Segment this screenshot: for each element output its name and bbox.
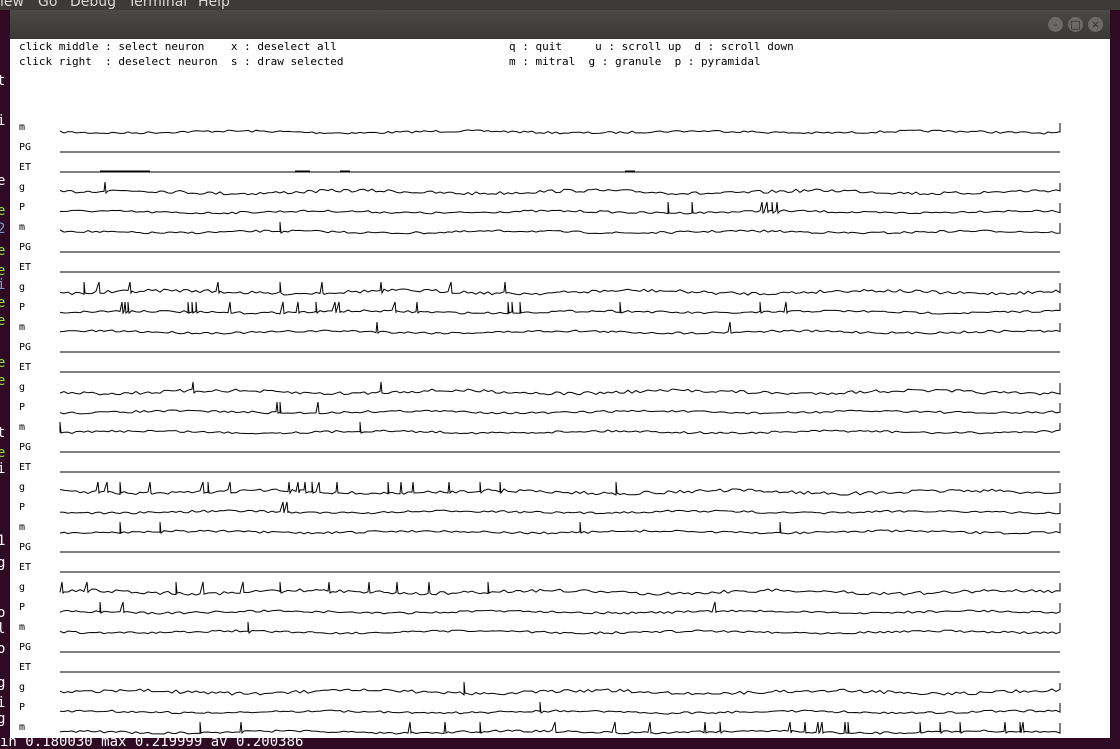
window-titlebar[interactable]: – □ ×: [10, 10, 1110, 39]
trace-label: g: [19, 582, 25, 593]
neuron-trace[interactable]: [59, 521, 1061, 535]
trace-label: PG: [19, 242, 31, 253]
background-terminal-char: t: [0, 425, 6, 441]
trace-label: m: [19, 722, 25, 733]
neuron-viewer-window: – □ × click middle : select neuron x : d…: [10, 10, 1110, 738]
neuron-trace[interactable]: [59, 123, 1061, 135]
background-terminal-char: e: [0, 203, 6, 219]
trace-label: P: [19, 402, 25, 413]
neuron-trace[interactable]: [59, 321, 1061, 335]
background-menu-item: Go: [38, 0, 58, 10]
background-terminal-char: i: [0, 695, 6, 711]
trace-label: P: [19, 602, 25, 613]
background-terminal-char: g: [0, 711, 6, 727]
maximize-button[interactable]: □: [1068, 17, 1083, 32]
neuron-trace[interactable]: [59, 721, 1061, 735]
neuron-trace[interactable]: [59, 201, 1061, 215]
trace-label: m: [19, 122, 25, 133]
background-terminal-char: 2: [0, 221, 6, 237]
neuron-trace[interactable]: [59, 701, 1061, 715]
neuron-trace[interactable]: [59, 221, 1061, 235]
background-terminal-char: e: [0, 445, 6, 461]
neuron-trace[interactable]: [59, 481, 1061, 496]
trace-label: ET: [19, 462, 31, 473]
trace-label: g: [19, 282, 25, 293]
background-menu-item: Terminal: [128, 0, 188, 10]
trace-label: ET: [19, 262, 31, 273]
background-terminal-char: l: [0, 621, 6, 637]
trace-label: g: [19, 382, 25, 393]
background-terminal-char: g: [0, 555, 6, 571]
background-terminal-char: e: [0, 355, 6, 371]
trace-label: m: [19, 222, 25, 233]
background-terminal-char: e: [0, 243, 6, 259]
background-terminal-char: o: [0, 605, 6, 621]
trace-label: m: [19, 522, 25, 533]
neuron-trace[interactable]: [59, 581, 1061, 596]
background-terminal-char: i: [0, 461, 6, 477]
help-line-navigation: q : quit u : scroll up d : scroll down: [509, 40, 794, 53]
neuron-traces-canvas[interactable]: mPGETgPmPGETgPmPGETgPmPGETgPmPGETgPmPGET…: [10, 10, 1110, 738]
background-status-line: in 0.180030 max 0.219999 av 0.200386: [0, 737, 1120, 749]
trace-label: P: [19, 502, 25, 513]
trace-label: g: [19, 482, 25, 493]
neuron-trace[interactable]: [60, 170, 1060, 173]
key-help: click middle : select neuron x : deselec…: [10, 39, 1110, 79]
background-terminal-char: o: [0, 641, 6, 657]
neuron-trace[interactable]: [59, 401, 1061, 415]
background-menu-item: Help: [198, 0, 230, 10]
trace-label: ET: [19, 362, 31, 373]
help-line-mouse-select: click middle : select neuron x : deselec…: [19, 40, 337, 53]
trace-label: m: [19, 422, 25, 433]
neuron-trace[interactable]: [59, 421, 1061, 435]
neuron-trace[interactable]: [59, 281, 1061, 296]
trace-label: PG: [19, 142, 31, 153]
trace-label: P: [19, 202, 25, 213]
trace-label: PG: [19, 642, 31, 653]
trace-label: ET: [19, 662, 31, 673]
trace-label: P: [19, 302, 25, 313]
status-line-text: in 0.180030 max 0.219999 av 0.200386: [0, 737, 304, 749]
background-terminal-char: i: [0, 277, 6, 293]
trace-label: PG: [19, 442, 31, 453]
background-terminal-char: e: [0, 295, 6, 311]
trace-label: m: [19, 622, 25, 633]
neuron-trace[interactable]: [59, 601, 1061, 615]
trace-label: g: [19, 182, 25, 193]
background-terminal-char: e: [0, 373, 6, 389]
background-terminal-char: e: [0, 263, 6, 279]
background-terminal-char: 1: [0, 533, 6, 549]
background-menu-item: iew: [0, 0, 24, 10]
neuron-trace[interactable]: [59, 381, 1061, 396]
trace-label: P: [19, 702, 25, 713]
background-terminal-char: i: [0, 113, 6, 129]
background-terminal-char: g: [0, 675, 6, 691]
trace-label: m: [19, 322, 25, 333]
neuron-trace[interactable]: [59, 181, 1061, 196]
background-menubar: iew Go Debug Terminal Help: [0, 0, 1120, 10]
background-menu-item: Debug: [70, 0, 117, 10]
close-button[interactable]: ×: [1088, 17, 1103, 32]
neuron-trace[interactable]: [59, 301, 1061, 315]
trace-label: ET: [19, 162, 31, 173]
help-line-cell-types: m : mitral g : granule p : pyramidal: [509, 55, 761, 68]
neuron-trace[interactable]: [59, 681, 1061, 696]
background-terminal-char: e: [0, 313, 6, 329]
background-terminal-char: e: [0, 173, 6, 189]
trace-label: g: [19, 682, 25, 693]
trace-label: PG: [19, 342, 31, 353]
neuron-trace[interactable]: [59, 621, 1061, 635]
background-terminal-right: [1110, 10, 1120, 749]
trace-label: ET: [19, 562, 31, 573]
background-terminal-char: t: [0, 73, 6, 89]
trace-label: PG: [19, 542, 31, 553]
neuron-trace[interactable]: [59, 501, 1061, 515]
help-line-mouse-deselect: click right : deselect neuron s : draw s…: [19, 55, 344, 68]
minimize-button[interactable]: –: [1048, 17, 1063, 32]
